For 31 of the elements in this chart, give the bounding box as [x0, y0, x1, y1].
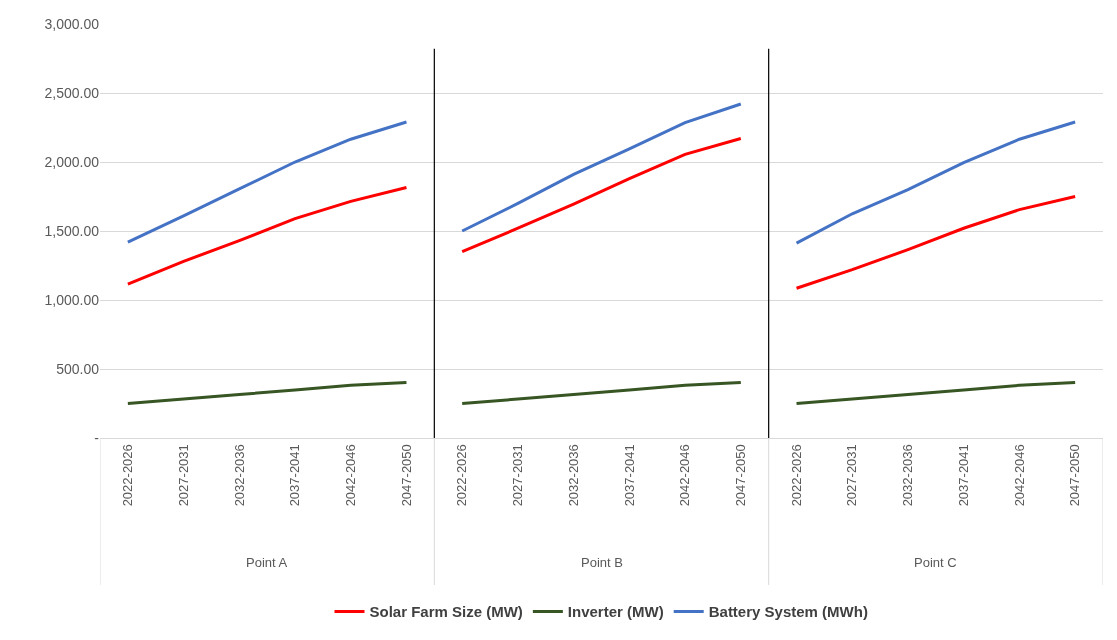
x-tick-label: 2022-2026: [120, 444, 136, 507]
y-tick-label: 500.00: [56, 360, 100, 377]
x-tick-label: 2027-2031: [175, 444, 191, 507]
text: Point A: [246, 555, 288, 570]
y-tick-label: 2,000.00: [44, 153, 100, 170]
y-tick-label: 1,000.00: [44, 291, 100, 308]
y-tick-label: 2,500.00: [44, 84, 100, 101]
x-tick-label: 2047-2050: [398, 444, 414, 507]
x-tick-label: 2037-2041: [621, 444, 637, 507]
y-tick-label: 3,000.00: [44, 15, 100, 32]
x-tick-label: 2047-2050: [1067, 444, 1083, 507]
x-tick-label: 2037-2041: [287, 444, 303, 507]
text: Point C: [914, 555, 957, 570]
x-tick-label: 2032-2036: [231, 444, 247, 507]
x-tick-label: 2047-2050: [733, 444, 749, 507]
x-tick-label: 2022-2026: [454, 444, 470, 507]
x-tick-label: 2032-2036: [900, 444, 916, 507]
x-tick-label: 2042-2046: [1011, 444, 1027, 507]
legend-label: Inverter (MW): [567, 603, 664, 621]
legend-label: Battery System (MWh): [708, 603, 868, 621]
x-tick-label: 2027-2031: [510, 444, 526, 507]
x-tick-label: 2037-2041: [955, 444, 971, 507]
legend-label: Solar Farm Size (MW): [369, 603, 523, 621]
text: Point B: [581, 555, 623, 570]
x-tick-label: 2042-2046: [342, 444, 358, 507]
x-tick-label: 2027-2031: [844, 444, 860, 507]
y-tick-label: 1,500.00: [44, 222, 100, 239]
x-tick-label: 2022-2026: [788, 444, 804, 507]
y-tick-label: -: [94, 429, 100, 446]
x-tick-label: 2032-2036: [565, 444, 581, 507]
x-tick-label: 2042-2046: [677, 444, 693, 507]
